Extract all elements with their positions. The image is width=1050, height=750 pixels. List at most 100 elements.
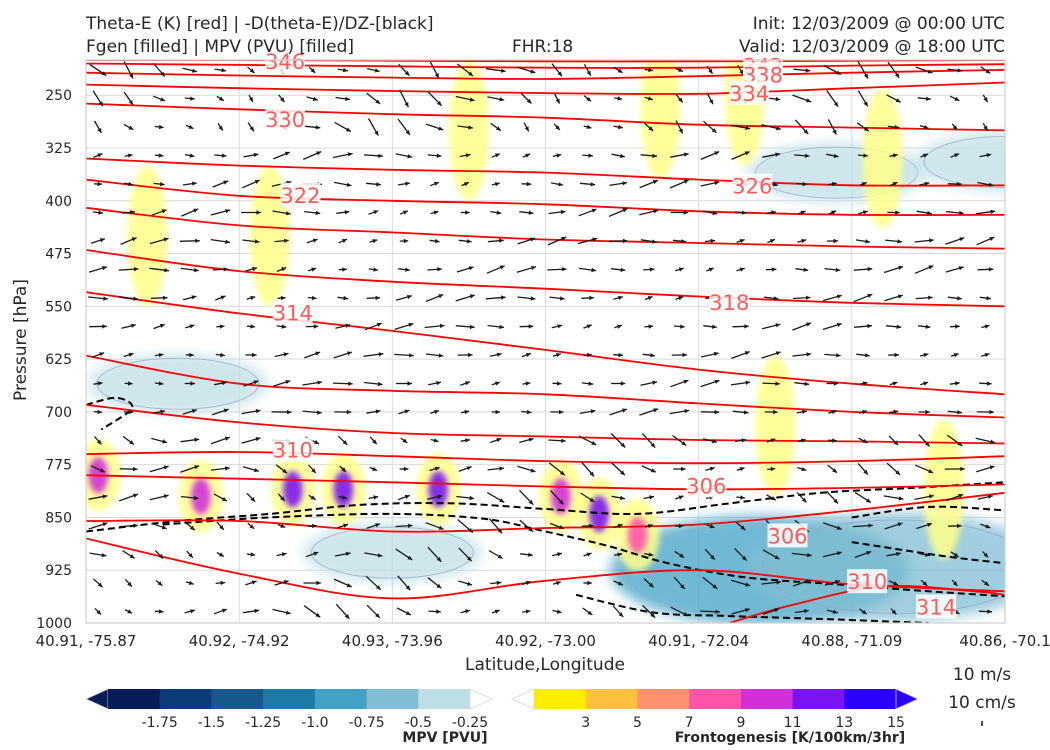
theta-e-contour-line: [86, 491, 1005, 533]
wind-vector-head: [587, 352, 592, 358]
wind-vector-head: [468, 352, 473, 358]
wind-vector-head: [895, 98, 901, 103]
wind-vector-head: [312, 523, 317, 529]
wind-vector-head: [437, 494, 443, 499]
y-tick-label: 400: [45, 194, 72, 210]
wind-vector-head: [589, 295, 594, 301]
wind-vector-head: [254, 468, 259, 473]
wind-vector-head: [833, 381, 839, 386]
wind-vector-head: [405, 585, 411, 591]
x-tick-label: 40.91, -72.04: [648, 632, 749, 650]
wind-vector-head: [803, 267, 809, 272]
wind-vector-head: [97, 153, 103, 158]
wind-vector-head: [861, 410, 867, 415]
wind-vector-head: [377, 381, 383, 387]
wind-vector-head: [560, 209, 566, 215]
colorbar-segment: [108, 689, 161, 709]
colorbar-tick-label: 15: [887, 715, 905, 731]
wind-vector-head: [403, 466, 409, 472]
wind-vector-head: [678, 267, 684, 272]
wind-vector-head: [223, 180, 229, 185]
mpv-region: [302, 522, 483, 583]
wind-vector-head: [802, 409, 807, 414]
wind-vector-head: [775, 96, 781, 102]
wind-vector-head: [128, 381, 133, 386]
wind-vector-head: [896, 324, 902, 329]
y-tick-label: 550: [45, 299, 72, 315]
wind-vector-head: [163, 237, 169, 242]
wind-vector-head: [463, 182, 469, 187]
wind-vector-head: [652, 153, 657, 158]
wind-vector-head: [804, 153, 810, 158]
wind-vector-head: [225, 239, 230, 244]
wind-vector-head: [774, 555, 780, 560]
wind-vector-head: [929, 494, 934, 499]
wind-vector-head: [650, 612, 656, 618]
wind-vector-head: [678, 128, 683, 134]
wind-vector-head: [191, 181, 197, 186]
wind-vector-head: [97, 409, 102, 415]
wind-vector-head: [315, 612, 321, 618]
wind-vector-head: [831, 181, 837, 187]
wind-vector-head: [957, 181, 962, 187]
wind-vector-head: [469, 495, 475, 501]
x-tick-label: 40.91, -75.87: [36, 632, 137, 650]
wind-vector-head: [98, 101, 103, 107]
wind-vector-head: [317, 380, 322, 385]
wind-vector-head: [866, 551, 872, 556]
wind-vector-head: [161, 209, 167, 214]
wind-vector-head: [986, 296, 991, 301]
wind-vector-head: [680, 324, 685, 329]
plot-frame: [85, 59, 1006, 624]
wind-vector-head: [620, 267, 626, 272]
mpv-colorbar-label: MPV [PVU]: [402, 730, 487, 746]
wind-vector-head: [555, 353, 561, 358]
wind-vector-head: [250, 324, 256, 329]
wind-vector-head: [929, 238, 934, 243]
wind-vector-head: [833, 498, 838, 504]
wind-vector-head: [560, 470, 565, 476]
wind-vector-head: [775, 351, 781, 356]
wind-vector-head: [619, 153, 625, 159]
wind-vector-head: [892, 182, 898, 187]
wind-vector-head: [714, 379, 720, 384]
wind-vector-head: [525, 381, 531, 386]
wind-vector-head: [102, 324, 107, 329]
theta-e-label: 306: [686, 474, 726, 498]
wind-vector-head: [312, 96, 318, 101]
wind-vector-head: [770, 466, 776, 472]
wind-vector-head: [128, 181, 133, 187]
wind-vector-head: [407, 154, 413, 159]
wind-vectors: [88, 61, 996, 620]
wind-key-vertical-label: 10 cm/s: [948, 693, 1016, 713]
wind-vector-head: [683, 152, 689, 157]
wind-vector-head: [99, 352, 105, 357]
wind-vector-head: [555, 98, 560, 104]
wind-vector-head: [591, 208, 597, 213]
theta-e-label: 334: [729, 82, 769, 106]
wind-vector-head: [710, 554, 715, 560]
wind-vector-head: [776, 580, 781, 585]
wind-vector-head: [347, 152, 353, 157]
colorbar-segment: [585, 689, 638, 709]
wind-vector-head: [648, 324, 654, 329]
colorbar-tick-label: -0.5: [405, 715, 432, 731]
wind-vector-head: [897, 239, 902, 244]
wind-vector-head: [558, 499, 564, 505]
wind-vector-head: [528, 527, 533, 532]
wind-vector-head: [836, 525, 842, 530]
colorbar-tick-label: -0.25: [452, 715, 488, 731]
wind-vector-head: [530, 468, 536, 473]
wind-vector-head: [863, 101, 868, 107]
wind-vector-head: [524, 126, 529, 132]
wind-vector-head: [526, 98, 532, 104]
wind-vector-head: [496, 438, 502, 443]
wind-vector-head: [342, 68, 348, 73]
wind-vector-head: [922, 153, 928, 158]
wind-vector-head: [500, 68, 506, 73]
wind-vector-head: [249, 524, 255, 529]
wind-vector-head: [647, 524, 653, 529]
fgen-cell-halo: [755, 355, 796, 496]
wind-vector-head: [926, 96, 931, 101]
wind-vector-head: [591, 440, 597, 445]
